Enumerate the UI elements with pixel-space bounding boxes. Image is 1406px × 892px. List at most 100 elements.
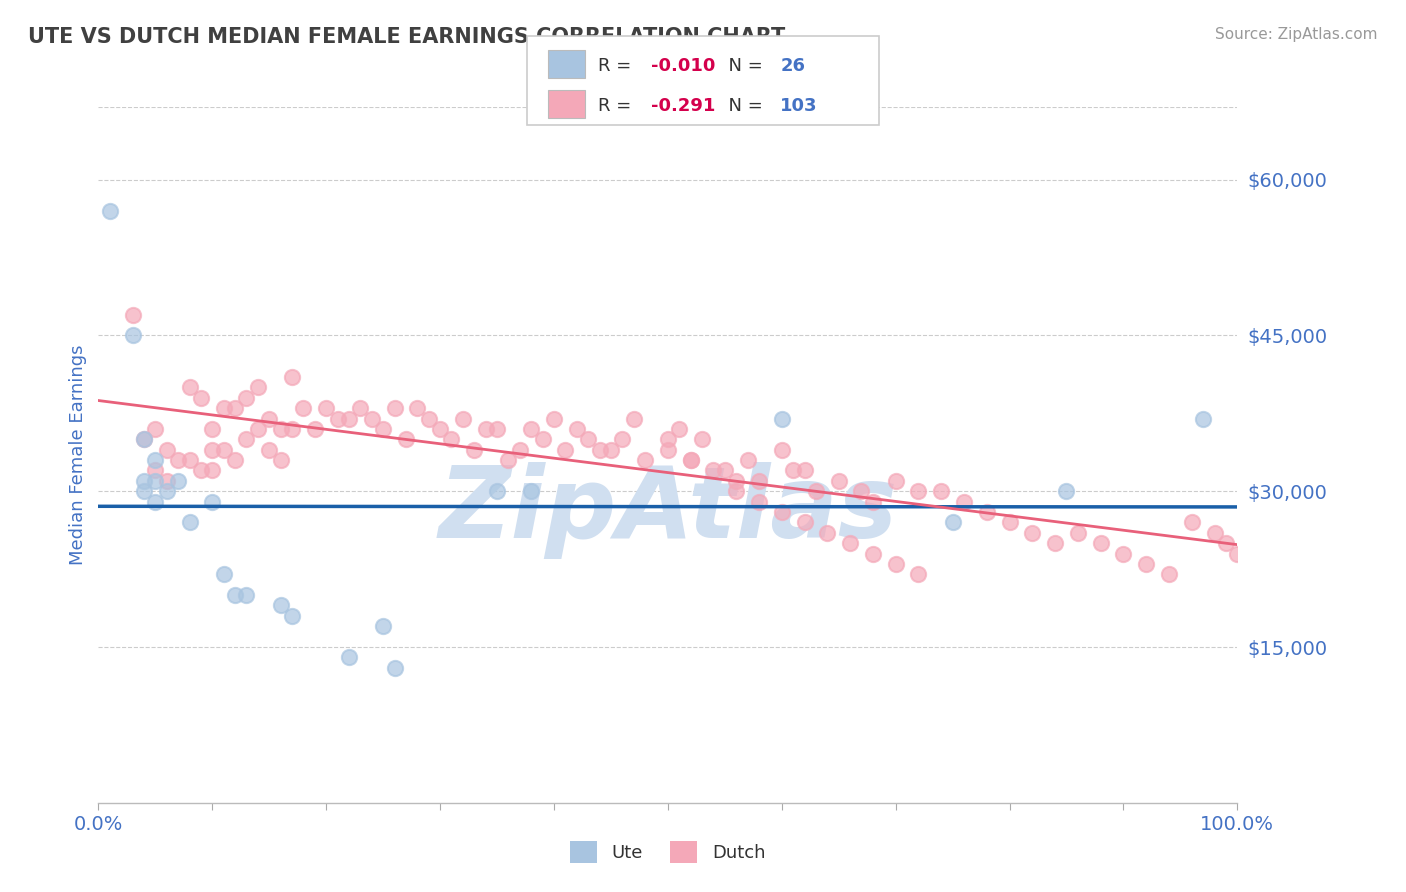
- Point: [714, 463, 737, 477]
- Point: [259, 411, 281, 425]
- Point: [235, 391, 257, 405]
- Point: [1157, 567, 1180, 582]
- Point: [201, 422, 224, 436]
- Point: [235, 433, 257, 447]
- Point: [235, 588, 257, 602]
- Point: [770, 442, 793, 457]
- Point: [190, 463, 212, 477]
- Point: [486, 422, 509, 436]
- Point: [1226, 547, 1249, 561]
- Point: [679, 453, 702, 467]
- Point: [384, 401, 406, 416]
- Point: [543, 411, 565, 425]
- Point: [246, 380, 269, 394]
- Point: [224, 401, 246, 416]
- Point: [145, 474, 167, 488]
- Text: 26: 26: [780, 57, 806, 75]
- Text: ZipAtlas: ZipAtlas: [439, 462, 897, 559]
- Text: Source: ZipAtlas.com: Source: ZipAtlas.com: [1215, 27, 1378, 42]
- Point: [657, 442, 679, 457]
- Point: [657, 433, 679, 447]
- Text: R =: R =: [598, 57, 637, 75]
- Point: [156, 474, 179, 488]
- Text: UTE VS DUTCH MEDIAN FEMALE EARNINGS CORRELATION CHART: UTE VS DUTCH MEDIAN FEMALE EARNINGS CORR…: [28, 27, 786, 46]
- Point: [326, 411, 349, 425]
- Point: [554, 442, 576, 457]
- Point: [793, 516, 815, 530]
- Point: [1112, 547, 1135, 561]
- Point: [179, 453, 201, 467]
- Point: [281, 422, 304, 436]
- Point: [509, 442, 531, 457]
- Point: [668, 422, 690, 436]
- Text: N =: N =: [717, 97, 769, 115]
- Y-axis label: Median Female Earnings: Median Female Earnings: [69, 344, 87, 566]
- Point: [565, 422, 588, 436]
- Point: [179, 380, 201, 394]
- Text: R =: R =: [598, 97, 637, 115]
- Text: 103: 103: [780, 97, 818, 115]
- Point: [121, 308, 143, 322]
- Point: [132, 474, 155, 488]
- Point: [270, 453, 292, 467]
- Point: [418, 411, 440, 425]
- Point: [371, 422, 394, 436]
- Point: [292, 401, 315, 416]
- Legend: Ute, Dutch: Ute, Dutch: [564, 834, 772, 871]
- Point: [281, 608, 304, 623]
- Point: [576, 433, 599, 447]
- Point: [520, 422, 543, 436]
- Point: [246, 422, 269, 436]
- Point: [1090, 536, 1112, 550]
- Point: [98, 203, 121, 218]
- Point: [884, 557, 907, 571]
- Text: -0.291: -0.291: [651, 97, 716, 115]
- Point: [121, 328, 143, 343]
- Point: [406, 401, 429, 416]
- Point: [612, 433, 634, 447]
- Point: [862, 547, 884, 561]
- Point: [828, 474, 851, 488]
- Point: [942, 516, 965, 530]
- Point: [1204, 525, 1226, 540]
- Point: [270, 599, 292, 613]
- Point: [839, 536, 862, 550]
- Point: [600, 442, 623, 457]
- Point: [862, 494, 884, 508]
- Point: [212, 442, 235, 457]
- Point: [201, 494, 224, 508]
- Point: [588, 442, 610, 457]
- Point: [725, 484, 748, 499]
- Point: [679, 453, 702, 467]
- Point: [190, 391, 212, 405]
- Point: [474, 422, 496, 436]
- Point: [804, 484, 827, 499]
- Point: [1135, 557, 1157, 571]
- Point: [281, 370, 304, 384]
- Point: [1043, 536, 1066, 550]
- Point: [737, 453, 759, 467]
- Point: [440, 433, 463, 447]
- Point: [360, 411, 382, 425]
- Point: [998, 516, 1021, 530]
- Point: [907, 484, 929, 499]
- Point: [1215, 536, 1237, 550]
- Point: [212, 401, 235, 416]
- Point: [224, 453, 246, 467]
- Point: [976, 505, 998, 519]
- Point: [907, 567, 929, 582]
- Point: [782, 463, 804, 477]
- Point: [270, 422, 292, 436]
- Point: [884, 474, 907, 488]
- Point: [1021, 525, 1043, 540]
- Point: [748, 494, 770, 508]
- Point: [1067, 525, 1090, 540]
- Point: [132, 433, 155, 447]
- Point: [634, 453, 657, 467]
- Point: [371, 619, 394, 633]
- Point: [304, 422, 326, 436]
- Point: [145, 422, 167, 436]
- Point: [395, 433, 418, 447]
- Point: [201, 442, 224, 457]
- Point: [498, 453, 520, 467]
